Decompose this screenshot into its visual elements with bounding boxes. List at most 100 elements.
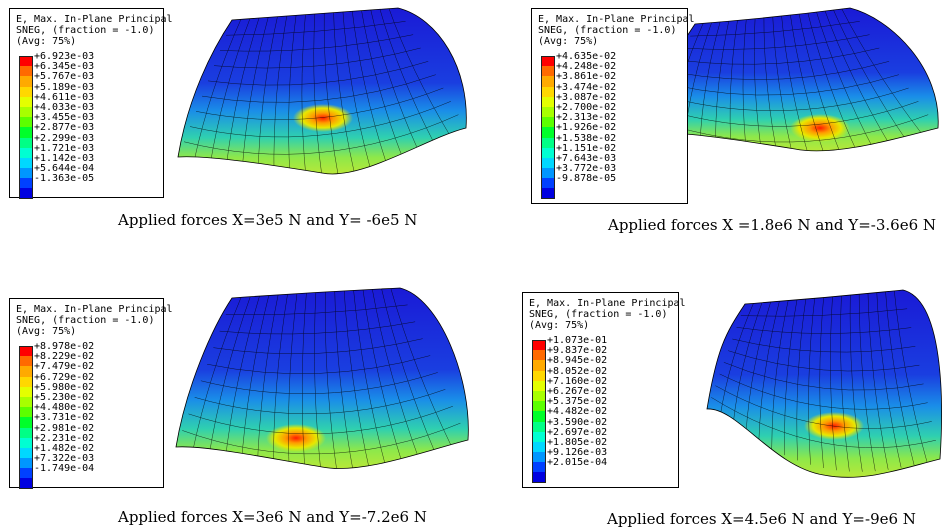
legend-color-swatch [19, 157, 33, 169]
legend-value: +2.015e-04 [547, 457, 608, 469]
legend-value: +4.248e-02 [556, 61, 617, 73]
legend-value: -9.878e-05 [556, 173, 617, 185]
legend-value: +9.126e-03 [547, 447, 608, 459]
panel-caption: Applied forces X=3e5 N and Y= -6e5 N [118, 211, 418, 229]
legend-color-swatch [532, 401, 546, 412]
legend-color-swatch [19, 168, 33, 179]
legend-value: +2.700e-02 [556, 101, 617, 113]
legend-value: +1.073e-01 [547, 335, 608, 346]
legend-value: +7.322e-03 [34, 453, 95, 465]
legend-color-swatch [541, 157, 555, 169]
legend-colorbar [19, 56, 33, 199]
shell-contour-plot [706, 289, 942, 478]
legend-title: E, Max. In-Plane Principal SNEG, (fracti… [16, 304, 173, 337]
legend-color-swatch [19, 188, 33, 199]
legend-color-swatch [532, 340, 546, 351]
legend-value: +2.231e-02 [34, 432, 95, 444]
legend-value: +4.611e-03 [34, 91, 95, 103]
legend-color-swatch [19, 458, 33, 469]
legend-color-swatch [532, 441, 546, 453]
legend-color-swatch [532, 421, 546, 432]
legend-color-swatch [532, 370, 546, 381]
legend-title-line: (Avg: 75%) [16, 36, 77, 47]
legend-color-swatch [541, 66, 555, 77]
legend-value: +8.052e-02 [547, 365, 608, 377]
legend-color-swatch [19, 147, 33, 158]
legend-color-swatch [541, 106, 555, 118]
legend-color-swatch [19, 396, 33, 408]
legend-color-swatch [19, 407, 33, 418]
legend-color-swatch [19, 468, 33, 479]
panel-caption: Applied forces X=4.5e6 N and Y=-9e6 N [607, 510, 916, 528]
legend-title: E, Max. In-Plane Principal SNEG, (fracti… [529, 298, 686, 331]
legend-color-swatch [19, 427, 33, 438]
contour-legend: E, Max. In-Plane Principal SNEG, (fracti… [522, 292, 686, 488]
legend-color-swatch [541, 127, 555, 138]
legend-value: +1.538e-02 [556, 132, 617, 144]
legend-color-swatch [541, 117, 555, 128]
legend-value: +3.772e-03 [556, 163, 617, 175]
legend-title-line: (Avg: 75%) [529, 320, 590, 331]
legend-values: +1.073e-01 +9.837e-02 +8.945e-02 +8.052e-02… [547, 335, 608, 469]
legend-color-swatch [19, 76, 33, 87]
legend-title: E, Max. In-Plane Principal SNEG, (fracti… [538, 14, 695, 47]
legend-color-swatch [19, 86, 33, 97]
legend-color-swatch [532, 380, 546, 391]
legend-color-swatch [19, 417, 33, 428]
legend-color-swatch [541, 178, 555, 189]
legend-value: +3.590e-02 [547, 416, 608, 428]
legend-color-swatch [541, 137, 555, 148]
legend-color-swatch [532, 462, 546, 473]
legend-color-swatch [19, 478, 33, 489]
legend-title-line: E, Max. In-Plane Principal [16, 14, 173, 25]
legend-value: +8.978e-02 [34, 341, 95, 352]
shell-contour-plot [175, 287, 469, 469]
legend-value: +3.474e-02 [556, 81, 617, 93]
legend-title-line: SNEG, (fraction = -1.0) [16, 25, 155, 36]
contour-legend: E, Max. In-Plane Principal SNEG, (fracti… [9, 298, 173, 489]
legend-colorbar [19, 346, 33, 489]
contour-legend: E, Max. In-Plane Principal SNEG, (fracti… [9, 8, 173, 199]
shell-contour-plot [177, 7, 467, 175]
legend-value: +6.923e-03 [34, 51, 95, 62]
legend-color-swatch [541, 96, 555, 107]
legend-color-swatch [541, 76, 555, 87]
legend-color-swatch [19, 106, 33, 118]
legend-value: -1.749e-04 [34, 463, 95, 475]
legend-title-line: SNEG, (fraction = -1.0) [538, 25, 677, 36]
contour-panel-2: E, Max. In-Plane Principal SNEG, (fracti… [473, 0, 946, 266]
legend-value: +8.945e-02 [547, 355, 608, 367]
legend-title-line: SNEG, (fraction = -1.0) [16, 315, 155, 326]
legend-colorbar [532, 340, 546, 483]
legend-color-swatch [19, 346, 33, 357]
legend-color-swatch [19, 56, 33, 67]
legend-value: +3.731e-02 [34, 412, 95, 424]
legend-color-swatch [19, 117, 33, 128]
legend-value: +2.299e-03 [34, 132, 95, 144]
legend-color-swatch [541, 56, 555, 67]
legend-color-swatch [541, 168, 555, 179]
legend-color-swatch [19, 127, 33, 138]
legend-color-swatch [532, 390, 546, 402]
legend-color-swatch [19, 366, 33, 377]
legend-color-swatch [532, 350, 546, 361]
legend-title-line: SNEG, (fraction = -1.0) [529, 309, 668, 320]
legend-value: +7.643e-03 [556, 152, 617, 164]
legend-colorbar [541, 56, 555, 199]
legend-values: +4.635e-02 +4.248e-02 +3.861e-02 +3.474e-02… [556, 51, 617, 185]
legend-value: -1.363e-05 [34, 173, 95, 185]
legend-color-swatch [541, 147, 555, 158]
legend-value: +9.837e-02 [547, 345, 608, 357]
legend-value: +4.635e-02 [556, 51, 617, 62]
legend-value: +4.480e-02 [34, 402, 95, 414]
legend-value: +4.033e-03 [34, 101, 95, 113]
legend-color-swatch [532, 431, 546, 442]
legend-color-swatch [541, 86, 555, 97]
legend-value: +4.482e-02 [547, 406, 608, 418]
legend-value: +5.189e-03 [34, 81, 95, 93]
legend-color-swatch [532, 411, 546, 422]
legend-value: +6.267e-02 [547, 385, 608, 397]
panel-caption: Applied forces X=3e6 N and Y=-7.2e6 N [118, 508, 427, 526]
legend-value: +6.345e-03 [34, 61, 95, 73]
legend-value: +1.926e-02 [556, 122, 617, 134]
